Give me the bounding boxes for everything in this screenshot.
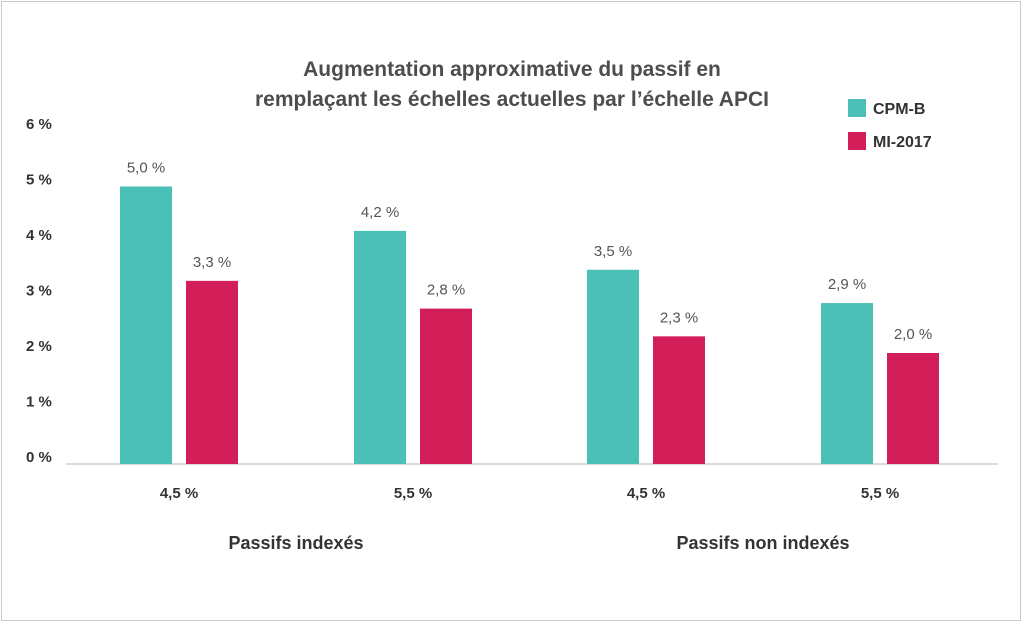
legend-label-mi-2017: MI-2017 xyxy=(873,134,932,151)
y-axis: 0 % 1 % 2 % 3 % 4 % 5 % 6 % xyxy=(26,116,52,466)
data-label: 4,2 % xyxy=(361,204,399,221)
x-tick-label: 4,5 % xyxy=(627,485,665,502)
bar-mi-2017 xyxy=(887,353,939,464)
x-tick-label: 4,5 % xyxy=(160,485,198,502)
y-tick-label: 0 % xyxy=(26,449,52,466)
legend-label-cpm-b: CPM-B xyxy=(873,101,925,118)
x-tick-label: 5,5 % xyxy=(394,485,432,502)
data-label: 2,8 % xyxy=(427,282,465,299)
bar-cpm-b xyxy=(120,186,172,464)
data-label: 2,3 % xyxy=(660,309,698,326)
bar-cpm-b xyxy=(821,303,873,464)
legend-swatch-mi-2017 xyxy=(848,132,866,150)
y-tick-label: 2 % xyxy=(26,338,52,355)
chart-title-line-2: remplaçant les échelles actuelles par l’… xyxy=(255,88,769,111)
bar-mi-2017 xyxy=(186,280,238,464)
data-label: 5,0 % xyxy=(127,160,165,177)
bars: 5,0 % 4,2 % 3,5 % 2,9 % 3,3 % 2,8 % 2,3 % 2,0 % xyxy=(120,160,939,464)
y-tick-label: 5 % xyxy=(26,172,52,189)
y-tick-label: 1 % xyxy=(26,394,52,411)
data-label: 3,3 % xyxy=(193,254,231,271)
y-tick-label: 4 % xyxy=(26,227,52,244)
group-label: Passifs non indexés xyxy=(676,533,849,553)
legend: CPM-B MI-2017 xyxy=(848,99,932,151)
chart-title-line-1: Augmentation approximative du passif en xyxy=(303,58,721,81)
x-tick-label: 5,5 % xyxy=(861,485,899,502)
bar-mi-2017 xyxy=(653,336,705,464)
group-label: Passifs indexés xyxy=(228,533,363,553)
bar-cpm-b xyxy=(587,269,639,464)
data-label: 3,5 % xyxy=(594,243,632,260)
y-tick-label: 3 % xyxy=(26,283,52,300)
bar-cpm-b xyxy=(354,230,406,464)
bar-mi-2017 xyxy=(420,308,472,464)
x-axis: 4,5 % 5,5 % 4,5 % 5,5 % xyxy=(160,485,899,502)
legend-swatch-cpm-b xyxy=(848,99,866,117)
data-label: 2,0 % xyxy=(894,326,932,343)
data-label: 2,9 % xyxy=(828,276,866,293)
y-tick-label: 6 % xyxy=(26,116,52,133)
group-labels: Passifs indexés Passifs non indexés xyxy=(228,533,849,553)
